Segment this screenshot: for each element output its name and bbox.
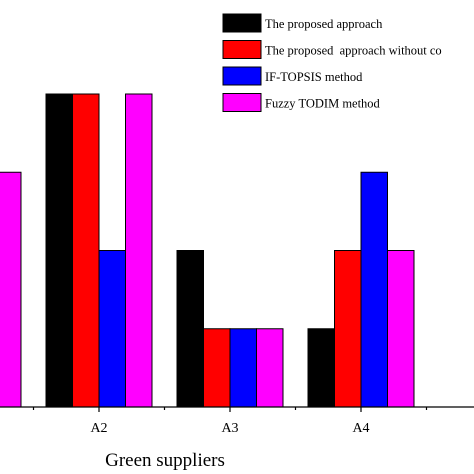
bar-A2-series-1	[45, 93, 73, 408]
bar-A4-series-4	[387, 250, 415, 408]
bar-A2-series-2	[72, 93, 100, 408]
bar-A2-series-3	[98, 250, 126, 408]
legend-swatch-1	[222, 13, 262, 33]
legend-label-2: The proposed approach without co	[265, 44, 442, 58]
legend-label-3: IF-TOPSIS method	[265, 70, 363, 84]
bar-A4-series-1	[307, 328, 335, 408]
x-tick-label-A4: A4	[352, 421, 369, 436]
bar-A4-series-2	[334, 250, 362, 408]
bar-A1-series-4	[0, 171, 22, 408]
bar-A3-series-3	[229, 328, 257, 408]
bar-A3-series-1	[176, 250, 204, 408]
bar-A3-series-2	[203, 328, 231, 408]
bar-A2-series-4	[125, 93, 153, 408]
x-axis-tick-labels: A1A2A3A4	[90, 421, 369, 436]
bars-layer	[0, 93, 415, 408]
legend-swatch-2	[222, 40, 262, 59]
x-axis-ticks	[32, 407, 428, 412]
legend-swatch-3	[222, 66, 262, 86]
legend-swatch-4	[222, 93, 262, 112]
legend: The proposed approach The proposed approa…	[222, 13, 442, 112]
x-tick-label-A2: A2	[90, 421, 107, 436]
x-axis-title: Green suppliers	[105, 450, 225, 471]
bar-A4-series-3	[360, 171, 388, 408]
legend-label-1: The proposed approach	[265, 17, 383, 31]
bar-A3-series-4	[256, 328, 284, 408]
legend-label-4: Fuzzy TODIM method	[265, 97, 381, 111]
x-tick-label-A3: A3	[221, 421, 238, 436]
